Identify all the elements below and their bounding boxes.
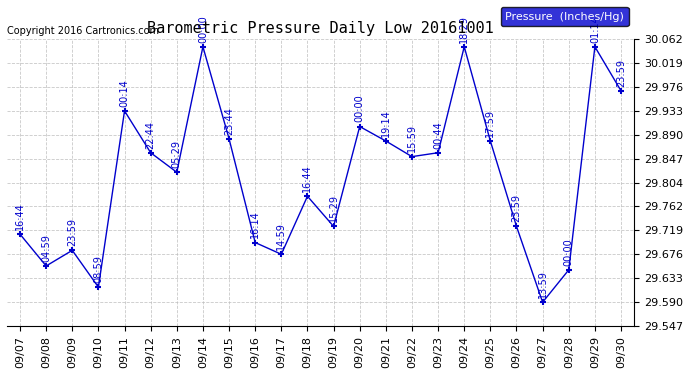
Text: 16:44: 16:44 xyxy=(15,202,25,230)
Text: Copyright 2016 Cartronics.com: Copyright 2016 Cartronics.com xyxy=(7,26,159,36)
Text: 23:59: 23:59 xyxy=(616,58,626,87)
Legend: Pressure  (Inches/Hg): Pressure (Inches/Hg) xyxy=(501,7,629,26)
Text: 14:59: 14:59 xyxy=(276,222,286,250)
Text: 16:44: 16:44 xyxy=(302,164,313,192)
Text: 15:29: 15:29 xyxy=(328,194,339,222)
Text: 16:14: 16:14 xyxy=(250,211,260,238)
Text: 15:59: 15:59 xyxy=(407,124,417,153)
Text: 00:00: 00:00 xyxy=(355,94,365,122)
Text: 23:44: 23:44 xyxy=(224,107,234,135)
Text: 00:00: 00:00 xyxy=(198,15,208,43)
Text: 13:59: 13:59 xyxy=(538,270,548,298)
Text: 01:14: 01:14 xyxy=(590,15,600,43)
Text: 23:59: 23:59 xyxy=(67,218,77,246)
Text: 00:14: 00:14 xyxy=(119,79,130,107)
Text: 08:59: 08:59 xyxy=(93,255,104,283)
Text: 00:44: 00:44 xyxy=(433,121,443,148)
Text: 22:44: 22:44 xyxy=(146,120,156,148)
Title: Barometric Pressure Daily Low 20161001: Barometric Pressure Daily Low 20161001 xyxy=(147,21,494,36)
Text: 19:14: 19:14 xyxy=(381,109,391,137)
Text: 00:00: 00:00 xyxy=(564,238,574,266)
Text: 23:59: 23:59 xyxy=(511,194,522,222)
Text: 18:29: 18:29 xyxy=(460,15,469,43)
Text: 04:59: 04:59 xyxy=(41,234,51,262)
Text: 17:59: 17:59 xyxy=(485,109,495,137)
Text: 05:29: 05:29 xyxy=(172,140,181,168)
